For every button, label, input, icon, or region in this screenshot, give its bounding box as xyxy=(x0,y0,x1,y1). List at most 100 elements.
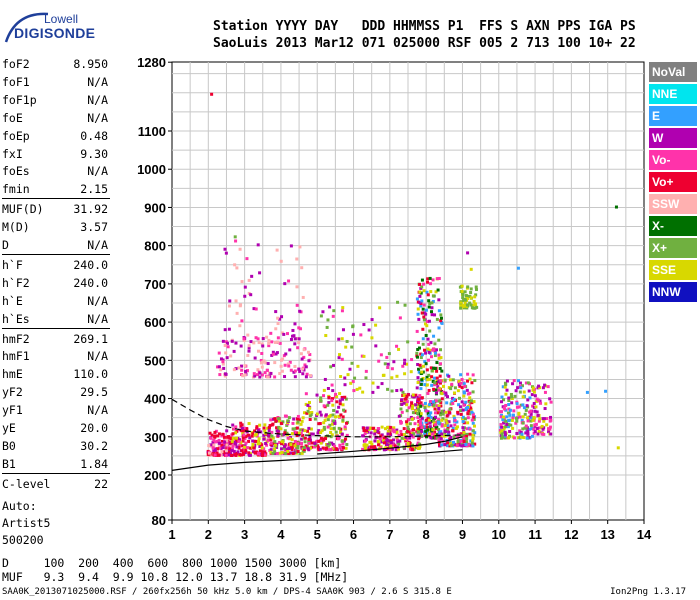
echo-point xyxy=(469,267,473,271)
echo-point xyxy=(373,432,377,436)
echo-point xyxy=(232,349,236,353)
echo-point xyxy=(434,423,438,427)
echo-point xyxy=(386,430,390,434)
echo-point xyxy=(262,433,266,437)
echo-point xyxy=(267,338,271,342)
echo-point xyxy=(288,348,292,352)
echo-point xyxy=(405,409,409,413)
echo-point xyxy=(341,415,345,419)
echo-point xyxy=(469,443,473,447)
echo-point xyxy=(396,300,400,304)
echo-point xyxy=(249,452,253,456)
echo-point xyxy=(463,290,467,294)
param-value: N/A xyxy=(87,349,108,364)
echo-point xyxy=(418,435,422,439)
echo-point xyxy=(260,365,264,369)
echo-point xyxy=(435,376,439,380)
echo-point xyxy=(399,421,403,425)
echo-point xyxy=(433,313,437,317)
echo-point xyxy=(373,445,377,449)
echo-point xyxy=(341,306,345,310)
echo-point xyxy=(273,417,277,421)
echo-point xyxy=(245,427,249,431)
digisonde-logo: Lowell DIGISONDE xyxy=(4,8,164,52)
echo-point xyxy=(213,430,217,434)
echo-point xyxy=(423,360,427,364)
echo-point xyxy=(317,439,321,443)
echo-point xyxy=(453,423,457,427)
echo-point xyxy=(414,409,418,413)
echo-point xyxy=(329,435,333,439)
echo-point xyxy=(228,436,232,440)
echo-point xyxy=(518,381,522,385)
param-row: C-level 22 xyxy=(2,477,108,495)
echo-point xyxy=(258,449,262,453)
echo-point xyxy=(270,340,274,344)
param-row: MUF(D) 31.92 xyxy=(2,202,108,220)
echo-point xyxy=(446,426,450,430)
echo-point xyxy=(382,441,386,445)
echo-point xyxy=(443,378,447,382)
echo-point xyxy=(531,388,535,392)
echo-point xyxy=(288,446,292,450)
y-tick-label: 1000 xyxy=(137,162,166,177)
echo-point xyxy=(439,379,443,383)
echo-point xyxy=(402,433,406,437)
echo-point xyxy=(514,389,518,393)
echo-point xyxy=(438,374,442,378)
echo-point xyxy=(285,431,289,435)
echo-point xyxy=(306,403,310,407)
echo-point xyxy=(231,432,235,436)
echo-point xyxy=(316,446,320,450)
echo-point xyxy=(344,345,348,349)
echo-point xyxy=(209,443,213,447)
echo-point xyxy=(532,401,536,405)
echo-point xyxy=(269,418,273,422)
echo-point xyxy=(433,430,437,434)
echo-point xyxy=(439,316,443,320)
echo-point xyxy=(253,356,257,360)
echo-point xyxy=(256,439,260,443)
echo-point xyxy=(431,294,435,298)
echo-point xyxy=(420,423,424,427)
echo-point xyxy=(432,347,436,351)
echo-point xyxy=(213,448,217,452)
echo-point xyxy=(427,388,431,392)
echo-point xyxy=(470,306,474,310)
echo-point xyxy=(304,375,308,379)
echo-point xyxy=(473,378,477,382)
echo-point xyxy=(285,447,289,451)
echo-point xyxy=(283,445,287,449)
param-label: D xyxy=(2,238,9,252)
echo-point xyxy=(514,416,518,420)
echo-point xyxy=(437,438,441,442)
echo-point xyxy=(382,439,386,443)
echo-point xyxy=(258,271,262,275)
echo-point xyxy=(400,436,404,440)
echo-point xyxy=(417,407,421,411)
echo-point xyxy=(408,436,412,440)
echo-point xyxy=(424,429,428,433)
echo-point xyxy=(283,363,287,367)
echo-point xyxy=(448,444,452,448)
echo-point xyxy=(394,448,398,452)
echo-point xyxy=(244,435,248,439)
echo-point xyxy=(293,322,297,326)
echo-point xyxy=(313,417,317,421)
echo-point xyxy=(315,412,319,416)
echo-point xyxy=(210,92,214,96)
echo-point xyxy=(512,436,516,440)
echo-point xyxy=(318,410,322,414)
echo-point xyxy=(433,376,437,380)
echo-point xyxy=(284,414,288,418)
echo-point xyxy=(304,402,308,406)
echo-point xyxy=(341,418,345,422)
echo-point xyxy=(260,453,264,457)
echo-point xyxy=(323,377,327,381)
echo-point xyxy=(389,426,393,430)
echo-point xyxy=(472,417,476,421)
echo-point xyxy=(459,373,463,377)
echo-point xyxy=(252,307,256,311)
echo-point xyxy=(319,436,323,440)
